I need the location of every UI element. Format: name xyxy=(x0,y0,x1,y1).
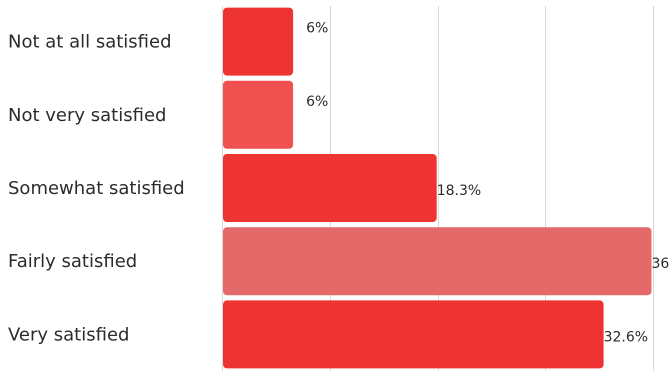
category-label: Not very satisfied xyxy=(8,105,166,126)
bar xyxy=(223,80,294,149)
bar xyxy=(223,300,604,369)
category-label: Very satisfied xyxy=(8,324,129,345)
category-label: Somewhat satisfied xyxy=(8,178,185,199)
bar xyxy=(223,7,294,76)
value-label: 6% xyxy=(306,21,328,37)
bars xyxy=(223,7,652,369)
category-label: Not at all satisfied xyxy=(8,32,172,53)
bar xyxy=(223,227,652,296)
labels: Not at all satisfied 6% Not very satisfied… xyxy=(8,21,670,346)
value-label: 36.7% xyxy=(652,256,670,272)
bar xyxy=(223,154,437,222)
value-label: 6% xyxy=(306,94,328,110)
value-label: 18.3% xyxy=(437,183,481,199)
category-label: Fairly satisfied xyxy=(8,251,137,272)
value-label: 32.6% xyxy=(604,329,648,345)
